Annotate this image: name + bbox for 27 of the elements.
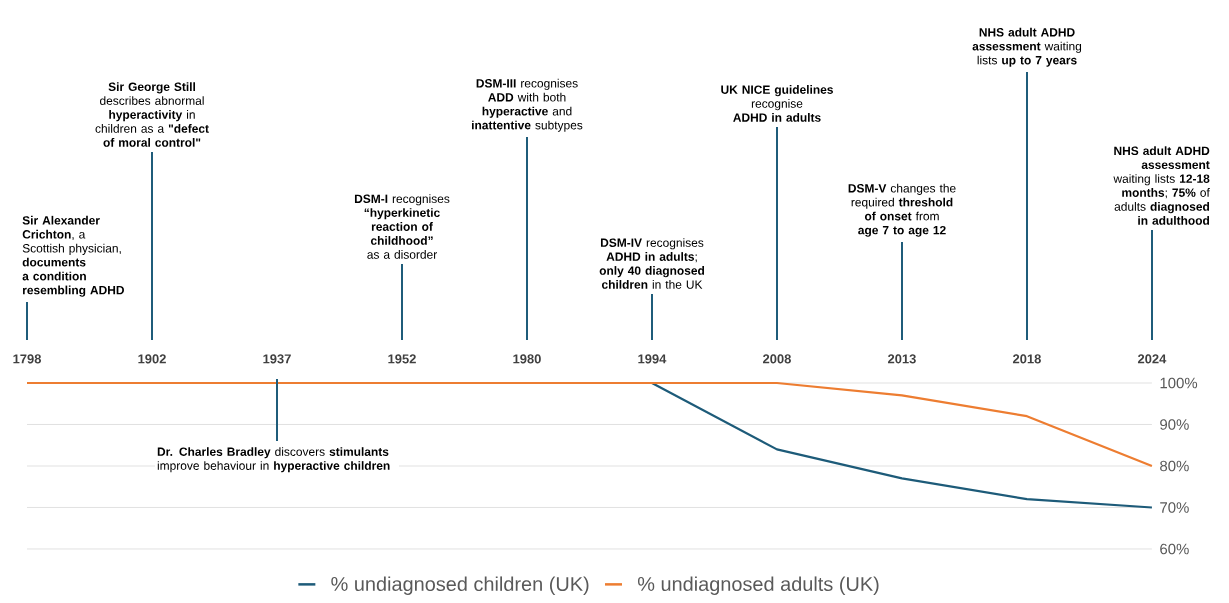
text: Sir George Still describes abnormal hyperactivity in children as a "defect of moral control" [95, 82, 209, 147]
text: UK NICE guidelines recognise ADHD in adults [721, 85, 833, 122]
x-tick-label: 1937 [263, 354, 291, 364]
x-tick-label: 2008 [762, 354, 791, 364]
x-tick-label: 2018 [1012, 354, 1041, 364]
x-tick-label: 1798 [13, 354, 42, 364]
text: NHS adult ADHD assessment waiting lists up to 7 years [972, 27, 1082, 67]
y-tick-label: 60% [1160, 543, 1189, 555]
y-tick-label: 70% [1160, 502, 1189, 513]
text: DSM-I recognises “hyperkinetic reaction of childhood” as a disorder [354, 194, 450, 259]
x-tick-label: 1994 [638, 354, 667, 364]
legend-label: % undiagnosed adults (UK) [637, 576, 879, 595]
x-tick-label: 2013 [887, 354, 916, 364]
text: NHS adult ADHD assessment waiting lists 12-18 months; 75% of adults diagnosed in adulthood [1113, 146, 1210, 225]
text: DSM-III recognises ADD with both hyperactive and inattentive subtypes [472, 78, 583, 132]
y-tick-label: 80% [1160, 460, 1189, 472]
x-tick-label: 1902 [138, 354, 166, 364]
y-tick-label: 100% [1160, 377, 1198, 389]
legend-label: % undiagnosed children (UK) [331, 576, 589, 595]
text: DSM-V changes the required threshold of onset from age 7 to age 12 [848, 183, 956, 237]
x-tick-label: 1980 [513, 354, 541, 364]
text: DSM-IV recognises ADHD in adults; only 40 diagnosed children in the UK [599, 238, 705, 289]
x-tick-label: 1952 [388, 354, 416, 364]
y-tick-label: 90% [1160, 419, 1189, 430]
text: Sir Alexander Crichton, a Scottish physician, documents a condition resembling ADHD [22, 215, 124, 297]
text: Dr. Charles Bradley discovers stimulants improve behaviour in hyperactive children [157, 447, 390, 473]
x-tick-label: 2024 [1137, 354, 1167, 364]
